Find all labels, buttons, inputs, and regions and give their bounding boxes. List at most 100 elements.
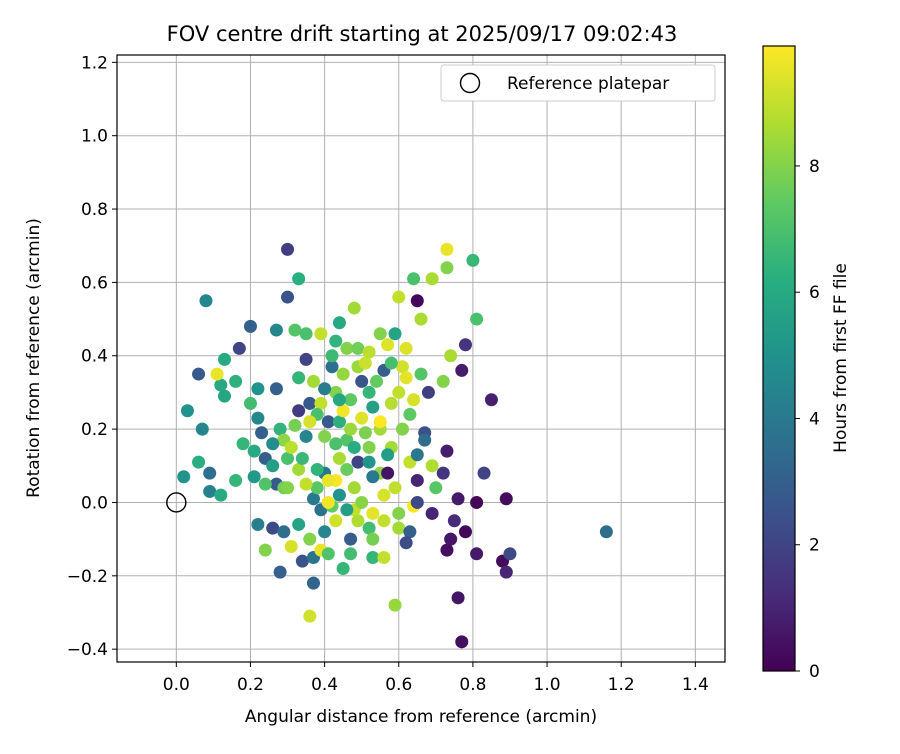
- data-point: [218, 352, 232, 366]
- data-point: [466, 253, 480, 267]
- data-point: [210, 367, 224, 381]
- data-point: [392, 385, 406, 399]
- data-point: [192, 455, 206, 469]
- legend-box: [440, 64, 716, 102]
- data-point: [310, 462, 324, 476]
- data-point: [366, 550, 380, 564]
- data-point: [310, 481, 324, 495]
- data-point: [410, 473, 424, 487]
- data-point: [195, 422, 209, 436]
- data-point: [351, 514, 365, 528]
- y-tick-label: −0.4: [67, 640, 108, 660]
- data-point: [284, 440, 298, 454]
- data-point: [410, 448, 424, 462]
- legend: Reference platepar: [440, 64, 716, 102]
- data-point: [362, 385, 376, 399]
- data-point: [251, 411, 265, 425]
- y-tick-label: −0.2: [67, 567, 108, 587]
- data-point: [332, 393, 346, 407]
- x-tick-label: 0.6: [385, 675, 412, 695]
- data-point: [247, 444, 261, 458]
- data-point: [255, 426, 269, 440]
- data-point: [499, 565, 513, 579]
- data-point: [340, 341, 354, 355]
- data-point: [366, 470, 380, 484]
- data-point: [281, 242, 295, 256]
- data-point: [266, 521, 280, 535]
- data-point: [340, 503, 354, 517]
- data-point: [470, 312, 484, 326]
- data-point: [403, 407, 417, 421]
- data-point: [392, 290, 406, 304]
- data-point: [503, 547, 517, 561]
- data-point: [414, 312, 428, 326]
- data-point: [336, 404, 350, 418]
- data-point: [284, 539, 298, 553]
- data-point: [414, 367, 428, 381]
- colorbar-ticks: 0 2 4 6 8: [795, 157, 820, 682]
- data-point: [451, 591, 465, 605]
- data-point: [329, 437, 343, 451]
- y-tick-label: 0.6: [81, 273, 108, 293]
- data-point: [384, 356, 398, 370]
- data-point: [269, 382, 283, 396]
- legend-reference-marker: [459, 72, 481, 94]
- y-tick-label: 0.4: [81, 347, 108, 367]
- x-tick-label: 0.8: [459, 675, 486, 695]
- data-point: [470, 547, 484, 561]
- data-point: [358, 426, 372, 440]
- y-tick-label: 1.0: [81, 127, 108, 147]
- data-point: [266, 459, 280, 473]
- data-point: [388, 598, 402, 612]
- y-tick-label: 0.8: [81, 200, 108, 220]
- data-point: [344, 393, 358, 407]
- data-point: [377, 488, 391, 502]
- data-point: [258, 477, 272, 491]
- data-point: [332, 316, 346, 330]
- data-point: [425, 272, 439, 286]
- data-point: [192, 367, 206, 381]
- x-axis-ticks: 0.0 0.2 0.4 0.6 0.8 1.0 1.2 1.4: [163, 662, 709, 695]
- data-point: [303, 609, 317, 623]
- y-axis-ticks: −0.4 −0.2 0.0 0.2 0.4 0.6 0.8 1.0 1.2: [67, 53, 117, 660]
- data-point: [347, 481, 361, 495]
- data-point: [336, 561, 350, 575]
- data-point: [277, 525, 291, 539]
- data-point: [218, 389, 232, 403]
- grid: [117, 55, 725, 662]
- data-point: [229, 374, 243, 388]
- data-point: [299, 429, 313, 443]
- colorbar-label: Hours from first FF file: [831, 263, 851, 453]
- data-point: [477, 466, 491, 480]
- colorbar-tick-label: 8: [809, 157, 820, 177]
- data-point: [499, 492, 513, 506]
- data-point: [388, 481, 402, 495]
- data-point: [399, 536, 413, 550]
- data-point: [303, 415, 317, 429]
- data-point: [306, 374, 320, 388]
- data-point: [292, 371, 306, 385]
- data-point: [177, 470, 191, 484]
- data-point: [458, 338, 472, 352]
- x-tick-label: 0.0: [163, 675, 190, 695]
- data-point: [403, 525, 417, 539]
- data-point: [399, 371, 413, 385]
- data-point: [355, 411, 369, 425]
- data-point: [292, 462, 306, 476]
- data-point: [421, 385, 435, 399]
- data-point: [458, 525, 472, 539]
- data-point: [358, 356, 372, 370]
- data-point: [332, 488, 346, 502]
- data-point: [381, 466, 395, 480]
- data-point: [436, 466, 450, 480]
- y-tick-label: 0.2: [81, 420, 108, 440]
- x-tick-label: 1.2: [608, 675, 635, 695]
- data-point: [318, 429, 332, 443]
- data-point: [321, 415, 335, 429]
- y-axis-label: Rotation from reference (arcmin): [24, 218, 44, 498]
- data-point: [392, 506, 406, 520]
- x-tick-label: 0.2: [237, 675, 264, 695]
- data-point: [321, 547, 335, 561]
- data-point: [292, 404, 306, 418]
